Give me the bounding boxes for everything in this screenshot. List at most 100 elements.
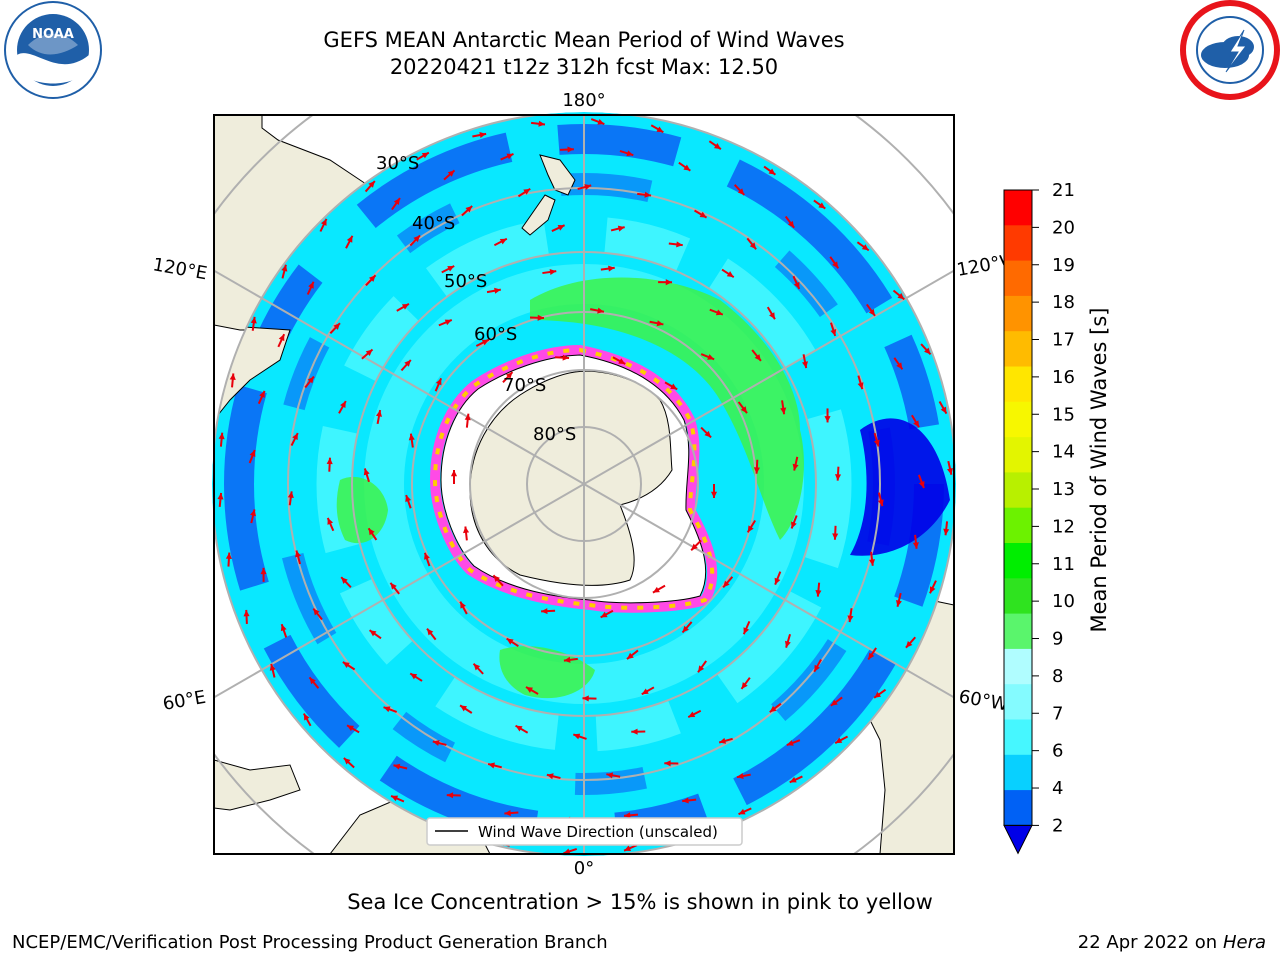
- wave-arrow-head: [421, 152, 429, 159]
- wave-arrow-head: [563, 848, 571, 855]
- wave-arrow-head: [326, 457, 333, 465]
- wave-arrow-head: [346, 235, 353, 243]
- lon-label-180: 180°: [562, 90, 605, 111]
- wave-arrow-head: [747, 525, 754, 533]
- wave-arrow-head: [597, 118, 605, 125]
- wave-arrow-head: [444, 319, 452, 326]
- wave-arrow-head: [943, 528, 950, 536]
- lon-label-60e: 60°E: [161, 687, 207, 715]
- wave-arrow-head: [405, 495, 412, 502]
- wave-arrow-head: [460, 705, 468, 712]
- wave-arrow-head: [683, 164, 691, 171]
- wave-arrow-head: [563, 656, 571, 663]
- wave-arrow-head: [830, 329, 837, 336]
- wave-arrow-head: [303, 713, 310, 721]
- lon-label-60w: 60°W: [957, 686, 1010, 715]
- wave-arrow-head: [597, 307, 604, 314]
- colorbar: 2 4 6 7 8 9 10 11 12 13 14 15 16 17 18 19 20 21: [1003, 180, 1075, 855]
- wave-arrow-head: [606, 772, 614, 779]
- footer-credit: NCEP/EMC/Verification Post Processing Pr…: [12, 932, 608, 953]
- map-legend: Wind Wave Direction (unscaled): [426, 817, 743, 846]
- wave-arrow-head: [912, 542, 919, 549]
- wave-arrow-head: [699, 211, 707, 218]
- wave-arrow-head: [259, 390, 265, 398]
- wave-arrow-head: [573, 733, 581, 740]
- wave-arrow-head: [525, 687, 533, 693]
- wave-arrow-head: [737, 188, 745, 195]
- wave-arrow-head: [287, 491, 294, 499]
- wave-arrow-head: [861, 244, 869, 251]
- wave-arrow-head: [537, 314, 545, 321]
- colorbar-tick-label: 13: [1052, 479, 1075, 500]
- wave-arrow-head: [479, 132, 487, 139]
- wave-arrow-head: [447, 265, 455, 272]
- wave-arrow-head: [292, 433, 298, 441]
- colorbar-swatch: [1004, 225, 1032, 262]
- wave-arrow-head: [815, 590, 822, 597]
- wind-wave-arrows: [217, 118, 953, 855]
- noaa-logo: NOAA: [4, 1, 102, 99]
- colorbar-swatch: [1004, 719, 1032, 756]
- wave-arrow-head: [313, 608, 320, 616]
- wave-arrow-head: [450, 470, 458, 477]
- wave-arrow-head: [784, 640, 791, 648]
- wave-arrow-head: [278, 334, 285, 342]
- lat-label-40s: 40°S: [412, 213, 455, 234]
- wave-arrow-head: [832, 261, 839, 269]
- wave-arrow-head: [463, 526, 470, 534]
- wave-arrow-head: [774, 577, 781, 585]
- colorbar-swatch: [1004, 613, 1032, 650]
- wave-arrow-head: [327, 517, 334, 525]
- colorbar-tick-label: 8: [1052, 666, 1063, 687]
- wave-arrow-head: [309, 677, 316, 685]
- wave-arrow-head: [618, 358, 626, 364]
- wave-arrow-head: [802, 361, 808, 369]
- wave-arrow-head: [584, 184, 592, 190]
- sea-ice-caption: Sea Ice Concentration > 15% is shown in …: [347, 890, 933, 914]
- wave-arrow-head: [562, 354, 570, 361]
- wave-arrow-head: [600, 611, 608, 618]
- wave-arrow-head: [464, 413, 471, 421]
- wave-arrow-head: [460, 601, 466, 609]
- wave-arrow-head: [641, 688, 649, 695]
- wave-arrow-head: [390, 582, 397, 590]
- noaa-logo-name: NOAA: [32, 27, 74, 42]
- colorbar-swatch: [1004, 472, 1032, 509]
- colorbar-tick-label: 18: [1052, 292, 1075, 313]
- wave-arrow-head: [391, 795, 399, 802]
- wave-arrow-head: [341, 577, 348, 584]
- wave-arrow-head: [877, 499, 884, 507]
- wave-arrow-head: [723, 580, 730, 588]
- colorbar-tick-label: 16: [1052, 367, 1075, 388]
- wave-arrow-head: [929, 586, 936, 594]
- wave-arrow-head: [506, 638, 514, 645]
- wave-arrow-head: [834, 474, 842, 481]
- wave-arrow-head: [308, 281, 314, 289]
- wave-arrow-head: [250, 316, 257, 324]
- wave-arrow-head: [494, 287, 501, 294]
- wave-arrow-head: [557, 225, 565, 231]
- colorbar-swatch: [1004, 437, 1032, 473]
- colorbar-swatch: [1004, 790, 1032, 826]
- colorbar-swatch: [1004, 578, 1032, 615]
- wave-arrow-head: [347, 725, 355, 732]
- colorbar-swatch: [1004, 366, 1032, 403]
- wave-arrow-head: [435, 378, 442, 386]
- wave-arrow-head: [691, 543, 698, 551]
- wave-arrow-head: [947, 467, 953, 475]
- colorbar-swatch: [1004, 507, 1032, 544]
- wave-arrow-head: [682, 625, 689, 633]
- wave-arrow-head: [369, 630, 377, 637]
- wave-arrow-head: [229, 373, 236, 380]
- colorbar-frame: [1003, 189, 1033, 826]
- wave-arrow-head: [652, 586, 660, 593]
- wave-arrow-head: [736, 773, 744, 780]
- wave-arrow-head: [393, 763, 401, 770]
- legend-label: Wind Wave Direction (unscaled): [478, 823, 718, 841]
- wave-arrow-head: [541, 608, 548, 615]
- wave-arrow-head: [769, 312, 775, 320]
- map-frame: [213, 114, 955, 855]
- wave-arrow-head: [410, 673, 418, 680]
- wave-arrow-head: [225, 552, 232, 560]
- wave-arrow-head: [281, 264, 288, 272]
